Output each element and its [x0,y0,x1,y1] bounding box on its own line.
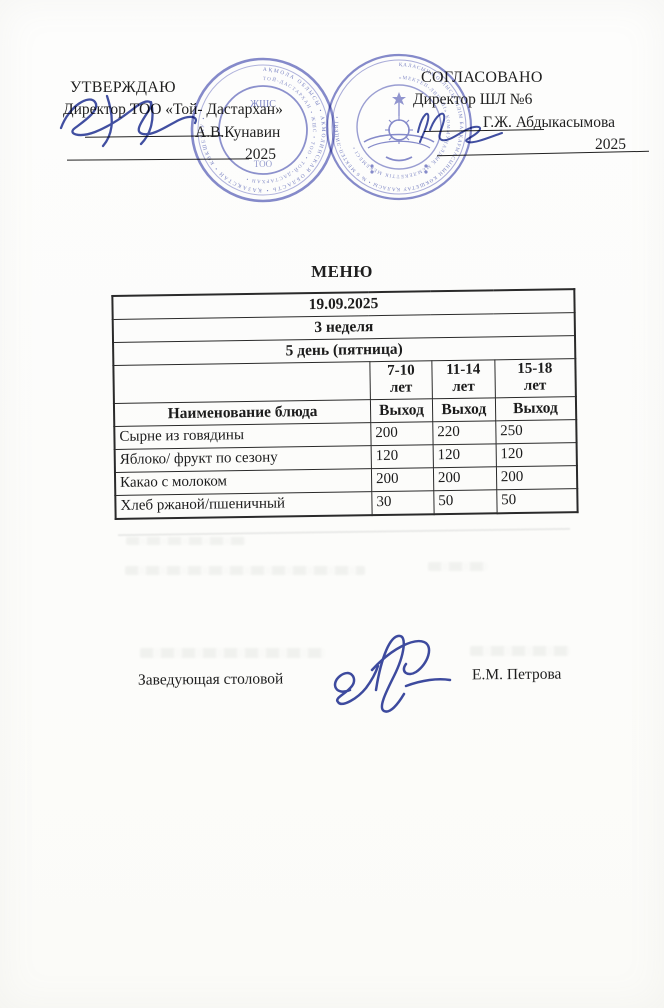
page-title: МЕНЮ [311,262,373,281]
dish-value: 200 [496,465,578,490]
dish-value: 200 [433,466,497,491]
age-group-2: 11-14 лет [431,359,496,399]
age-group-3: 15-18 лет [494,358,576,398]
bleed-through-text [140,648,325,658]
footer-role-label: Заведующая столовой [137,670,284,689]
bleed-through-line [118,527,570,536]
dish-value: 120 [432,443,497,468]
menu-table-container: 19.09.2025 3 неделя 5 день (пятница) 7-1… [111,288,579,520]
approval-left-subtitle: Директор ТОО «Той- Дастархан» [63,101,283,119]
dish-value: 200 [370,421,433,446]
dish-value: 120 [495,442,577,467]
stamp-center-text: ЖШС [250,99,276,110]
bleed-through-text [470,646,570,656]
company-round-stamp: АҚМОЛА ОБЛЫСЫ • АКМОЛИНСКАЯ ОБЛАСТЬ • ҚА… [190,57,336,203]
approval-right-heading: СОГЛАСОВАНО [421,69,543,86]
dish-value: 50 [433,489,497,514]
approval-right-subtitle: Директор ШЛ №6 [413,91,533,109]
dish-value: 220 [432,420,496,445]
approval-right-year: 2025 [595,136,626,154]
age-range: 15-18 [517,360,553,377]
dish-value: 50 [496,488,578,513]
output-header: Выход [432,397,496,422]
approval-right-name: Г.Ж. Абдыкасымова [483,113,615,131]
dish-name: Хлеб ржаной/пшеничный [115,491,373,519]
age-unit: лет [452,378,475,396]
output-header: Выход [370,398,433,423]
bleed-through-text [125,566,365,575]
output-header: Выход [495,396,577,421]
menu-table: 19.09.2025 3 неделя 5 день (пятница) 7-1… [111,288,579,520]
approval-left-year: 2025 [245,146,276,164]
age-range: 11-14 [446,361,481,379]
dish-value: 200 [371,467,434,492]
age-range: 7-10 [387,362,415,379]
approval-block-left: УТВЕРЖДАЮ Директор ТОО «Той- Дастархан» … [63,76,283,167]
footer-name-label: Е.М. Петрова [471,665,562,684]
stamp-center-text: ТОО [254,159,273,169]
dish-value: 250 [495,419,577,444]
canteen-manager-signature [333,634,452,713]
dish-value: 120 [371,444,434,469]
bleed-through-text [428,562,488,571]
age-unit: лет [389,379,413,397]
dish-value: 30 [371,490,434,515]
director-signature-right [417,112,503,144]
kazakhstan-emblem-icon [363,92,435,174]
director-signature-left [59,94,198,148]
approval-left-name: А.В.Кунавин [195,123,281,141]
age-group-1: 7-10 лет [369,360,433,400]
approval-left-heading: УТВЕРЖДАЮ [70,79,176,96]
empty-cell [113,361,371,403]
bleed-through-text [126,537,246,545]
approval-block-right: СОГЛАСОВАНО Директор ШЛ №6 Г.Ж. Абдыкасы… [413,66,626,157]
state-emblem-stamp: ҚАЛАСЫНА ОБЛЫСЫ БІЛІМ БАСҚАРМАСЫНЫҢ КӨКШ… [325,53,473,201]
age-unit: лет [523,377,547,395]
